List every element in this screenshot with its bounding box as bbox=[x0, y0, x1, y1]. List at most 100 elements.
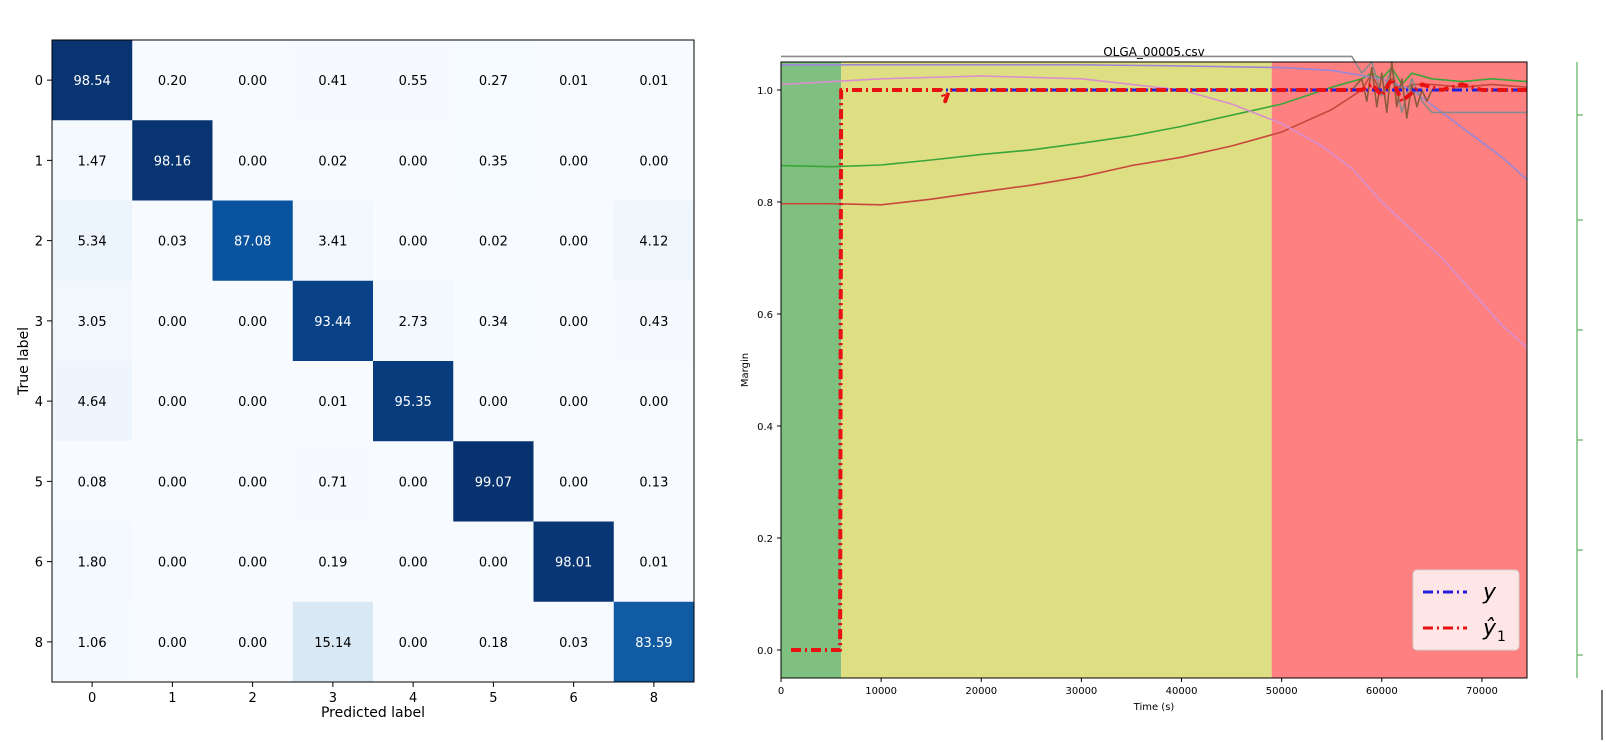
y-tick-label: 2 bbox=[35, 235, 43, 250]
cell-value-label: 0.00 bbox=[158, 315, 187, 330]
background-region bbox=[781, 62, 842, 678]
heatmap-cell bbox=[533, 40, 615, 121]
series-line-y-hat-1 bbox=[791, 76, 1527, 652]
heatmap-cell bbox=[533, 441, 615, 522]
heatmap-cell bbox=[533, 601, 615, 683]
cell-value-label: 0.02 bbox=[479, 235, 508, 250]
heatmap-cell bbox=[453, 441, 534, 522]
x-tick-label: 0 bbox=[88, 691, 96, 706]
confusion-matrix-ticks: 0 1 2 3 4 5 6 8 0 1 2 3 4 5 6 8 bbox=[35, 74, 658, 706]
heatmap-cell bbox=[533, 521, 615, 603]
heatmap-cell bbox=[613, 601, 695, 683]
cell-value-label: 99.07 bbox=[475, 475, 512, 490]
heatmap-cell bbox=[533, 200, 615, 282]
cell-value-label: 87.08 bbox=[234, 235, 271, 250]
heatmap-cell bbox=[453, 200, 534, 282]
cell-value-label: 0.00 bbox=[158, 636, 187, 651]
cell-value-label: 0.00 bbox=[639, 154, 668, 169]
legend-label: y bbox=[1482, 580, 1497, 605]
heatmap-cell bbox=[52, 601, 133, 683]
heatmap-cell bbox=[373, 601, 454, 683]
heatmap-cell bbox=[373, 280, 454, 362]
series-lines bbox=[780, 55, 1528, 652]
heatmap-cell bbox=[373, 361, 454, 442]
x-tick-label: 3 bbox=[329, 691, 337, 706]
cell-value-label: 2.73 bbox=[399, 315, 428, 330]
heatmap-cell bbox=[212, 40, 294, 121]
cell-value-label: 0.03 bbox=[559, 636, 588, 651]
y-tick-label: 3 bbox=[35, 315, 43, 330]
confusion-matrix-cells: 98.54 0.20 0.00 0.41 0.55 0.27 0.01 0.01 1.47 98.… bbox=[52, 40, 695, 683]
y-tick-label: 0.2 bbox=[757, 534, 773, 545]
legend-label: ŷ bbox=[1482, 616, 1497, 641]
cell-value-label: 0.20 bbox=[158, 74, 187, 89]
heatmap-cell bbox=[613, 200, 695, 282]
series-line-y bbox=[791, 88, 1527, 652]
y-tick-label: 0.8 bbox=[757, 198, 773, 209]
cell-value-label: 3.41 bbox=[318, 235, 347, 250]
heatmap-cell bbox=[52, 280, 133, 362]
y-tick-label: 5 bbox=[35, 475, 43, 490]
series-line bbox=[781, 72, 1528, 206]
cell-value-label: 0.43 bbox=[639, 315, 668, 330]
confusion-matrix-chart: 98.54 0.20 0.00 0.41 0.55 0.27 0.01 0.01 1.47 98.… bbox=[16, 39, 695, 721]
cell-value-label: 0.00 bbox=[238, 395, 267, 410]
cell-value-label: 0.18 bbox=[479, 636, 508, 651]
cell-value-label: 83.59 bbox=[635, 636, 672, 651]
heatmap-cell bbox=[453, 361, 534, 442]
cell-value-label: 0.01 bbox=[639, 556, 668, 571]
heatmap-cell bbox=[52, 200, 133, 282]
cell-value-label: 98.16 bbox=[154, 154, 191, 169]
heatmap-cell bbox=[132, 361, 213, 442]
x-tick-label: 50000 bbox=[1266, 686, 1298, 697]
cell-value-label: 0.34 bbox=[479, 315, 508, 330]
cell-value-label: 0.00 bbox=[399, 475, 428, 490]
heatmap-cell bbox=[52, 361, 133, 442]
legend-label-subscript: 1 bbox=[1497, 629, 1506, 645]
heatmap-cell bbox=[132, 521, 213, 603]
cell-value-label: 0.01 bbox=[318, 395, 347, 410]
x-tick-label: 0 bbox=[778, 686, 784, 697]
cell-value-label: 1.06 bbox=[78, 636, 107, 651]
cell-value-label: 0.71 bbox=[318, 475, 347, 490]
heatmap-cell bbox=[453, 521, 534, 603]
plot-frame bbox=[780, 61, 1528, 679]
cell-value-label: 98.54 bbox=[74, 74, 111, 89]
heatmap-cell bbox=[613, 521, 695, 603]
y-tick-label: 0.6 bbox=[757, 310, 773, 321]
cell-value-label: 0.00 bbox=[158, 556, 187, 571]
heatmap-cell bbox=[292, 361, 374, 442]
cell-value-label: 0.00 bbox=[559, 395, 588, 410]
cell-value-label: 0.41 bbox=[318, 74, 347, 89]
heatmap-cell bbox=[212, 280, 294, 362]
legend: yŷ 1 bbox=[1412, 569, 1520, 651]
heatmap-cell bbox=[533, 361, 615, 442]
x-tick-label: 6 bbox=[569, 691, 577, 706]
cell-value-label: 5.34 bbox=[78, 235, 107, 250]
x-tick-label: 4 bbox=[409, 691, 417, 706]
heatmap-cell bbox=[132, 601, 213, 683]
cell-value-label: 0.00 bbox=[158, 475, 187, 490]
cell-value-label: 1.47 bbox=[78, 154, 107, 169]
cell-value-label: 3.05 bbox=[78, 315, 107, 330]
cell-value-label: 0.00 bbox=[399, 154, 428, 169]
axis-ticks: 0 10000 20000 30000 40000 50000 60000 70000 0.0 0… bbox=[757, 86, 1498, 697]
y-tick-label: 1.0 bbox=[757, 86, 773, 97]
heatmap-cell bbox=[292, 200, 374, 282]
heatmap-cell bbox=[373, 521, 454, 603]
cell-value-label: 0.00 bbox=[238, 475, 267, 490]
series-line bbox=[780, 75, 1528, 349]
heatmap-cell bbox=[613, 120, 695, 201]
right-axis-ticks bbox=[1577, 114, 1583, 656]
heatmap-cell bbox=[212, 120, 294, 201]
heatmap-cell bbox=[613, 40, 695, 121]
cell-value-label: 0.35 bbox=[479, 154, 508, 169]
x-tick-label: 1 bbox=[168, 691, 176, 706]
cell-value-label: 0.00 bbox=[479, 395, 508, 410]
x-tick-label: 8 bbox=[650, 691, 658, 706]
heatmap-cell bbox=[453, 601, 534, 683]
heatmap-cell bbox=[132, 200, 213, 282]
heatmap-cell bbox=[292, 280, 374, 362]
chart-title: OLGA_00005.csv bbox=[1103, 45, 1205, 59]
y-tick-label: 0 bbox=[35, 74, 43, 89]
